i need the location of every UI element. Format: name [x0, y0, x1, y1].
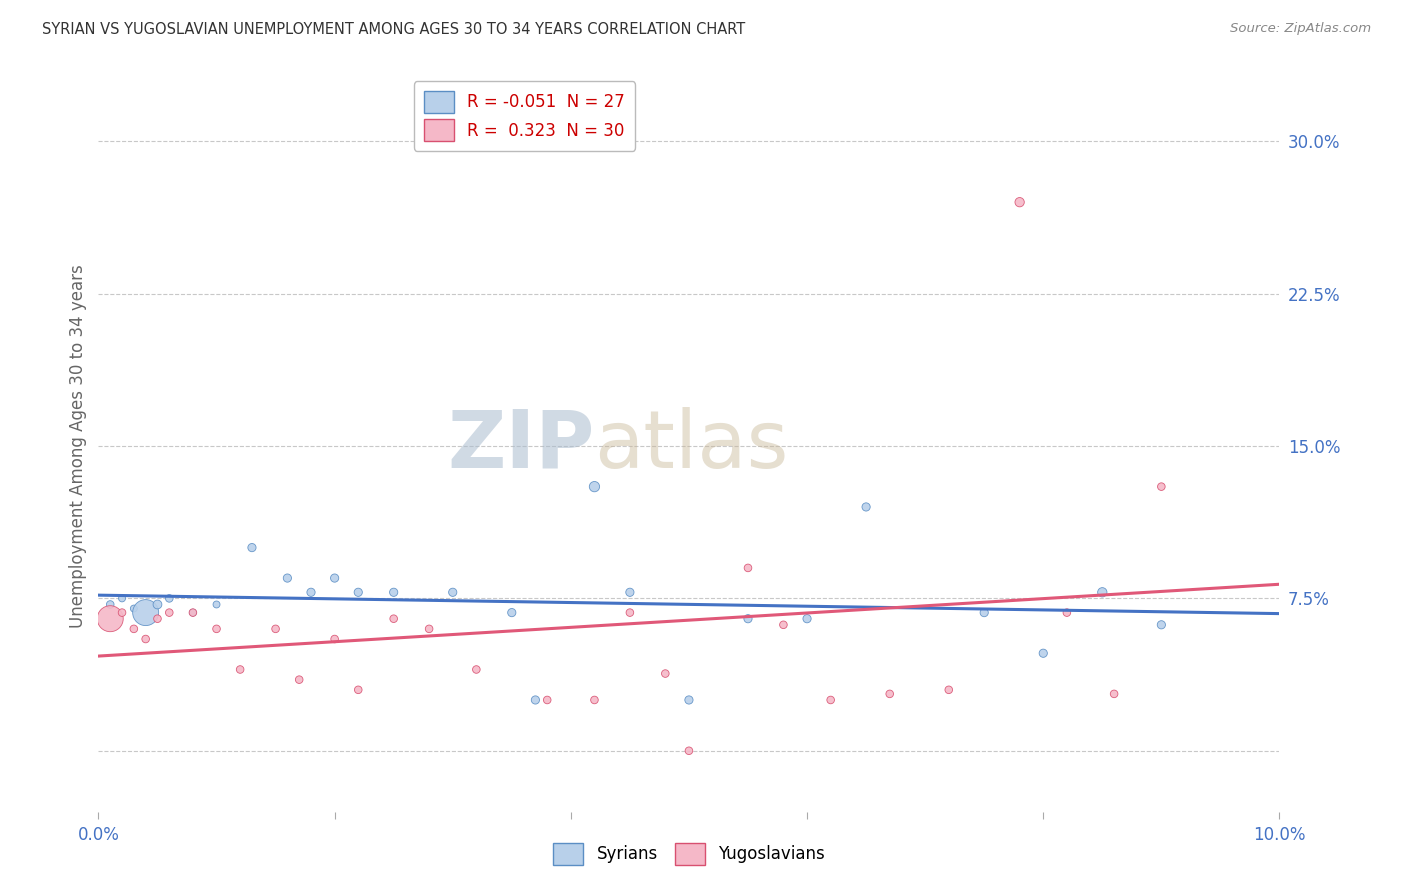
Point [181, 606, 204, 620]
Point [323, 632, 346, 646]
Point [1150, 480, 1173, 494]
Point [323, 571, 346, 585]
Point [347, 585, 370, 599]
Y-axis label: Unemployment Among Ages 30 to 34 years: Unemployment Among Ages 30 to 34 years [69, 264, 87, 628]
Point [299, 585, 322, 599]
Point [347, 682, 370, 697]
Point [135, 632, 157, 646]
Point [1102, 687, 1125, 701]
Point [1091, 585, 1114, 599]
Point [654, 666, 676, 681]
Point [737, 612, 759, 626]
Text: ZIP: ZIP [447, 407, 595, 485]
Point [1032, 646, 1054, 660]
Text: SYRIAN VS YUGOSLAVIAN UNEMPLOYMENT AMONG AGES 30 TO 34 YEARS CORRELATION CHART: SYRIAN VS YUGOSLAVIAN UNEMPLOYMENT AMONG… [42, 22, 745, 37]
Point [973, 606, 995, 620]
Point [98, 612, 121, 626]
Point [441, 585, 464, 599]
Point [288, 673, 311, 687]
Point [1150, 617, 1173, 632]
Point [737, 561, 759, 575]
Point [157, 606, 180, 620]
Text: Source: ZipAtlas.com: Source: ZipAtlas.com [1230, 22, 1371, 36]
Point [229, 663, 252, 677]
Point [382, 585, 405, 599]
Point [205, 622, 228, 636]
Point [938, 682, 960, 697]
Point [111, 591, 134, 606]
Point [135, 606, 157, 620]
Point [796, 612, 818, 626]
Point [678, 693, 700, 707]
Point [583, 693, 606, 707]
Point [276, 571, 298, 585]
Point [772, 617, 794, 632]
Point [382, 612, 405, 626]
Point [536, 693, 558, 707]
Point [501, 606, 523, 620]
Point [855, 500, 877, 514]
Point [1008, 195, 1031, 210]
Text: atlas: atlas [595, 407, 789, 485]
Point [619, 606, 641, 620]
Point [619, 585, 641, 599]
Point [146, 598, 169, 612]
Point [240, 541, 263, 555]
Point [264, 622, 287, 636]
Legend: Syrians, Yugoslavians: Syrians, Yugoslavians [546, 835, 832, 873]
Point [205, 598, 228, 612]
Point [583, 480, 606, 494]
Point [111, 606, 134, 620]
Point [122, 601, 145, 615]
Point [98, 598, 121, 612]
Point [181, 606, 204, 620]
Point [122, 622, 145, 636]
Point [465, 663, 488, 677]
Point [418, 622, 440, 636]
Point [524, 693, 547, 707]
Point [678, 744, 700, 758]
Point [879, 687, 901, 701]
Point [146, 612, 169, 626]
Point [1056, 606, 1078, 620]
Point [820, 693, 842, 707]
Point [157, 591, 180, 606]
